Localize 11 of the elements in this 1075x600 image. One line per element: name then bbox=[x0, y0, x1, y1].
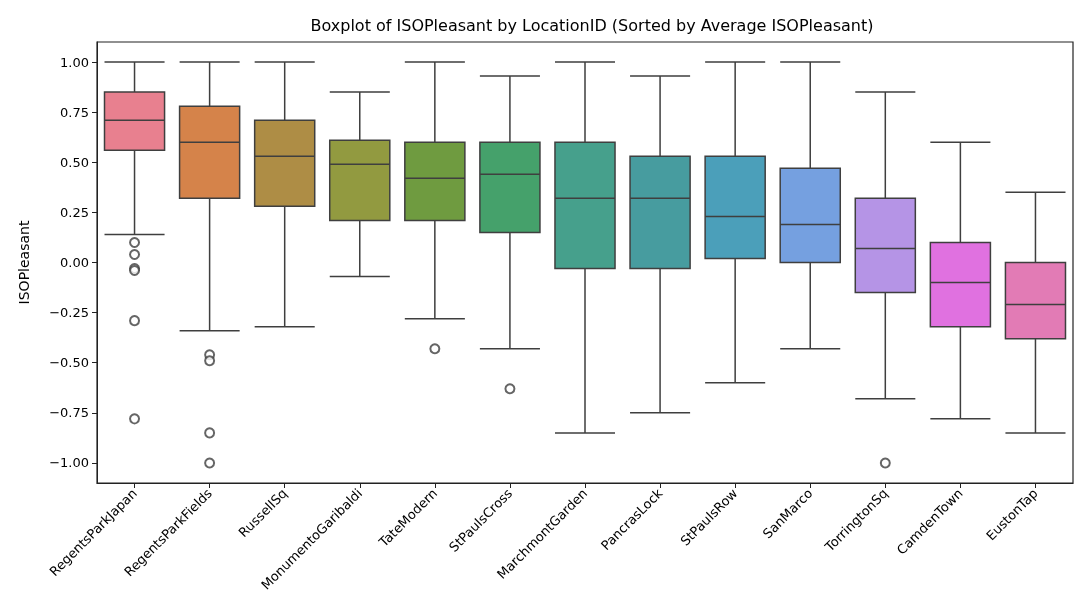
y-tick-label: 1.00 bbox=[60, 54, 89, 70]
chart-title: Boxplot of ISOPleasant by LocationID (Sorted by Average ISOPleasant) bbox=[310, 15, 874, 35]
y-axis-title: ISOPleasant bbox=[16, 220, 32, 305]
y-tick-label: −1.00 bbox=[49, 455, 89, 471]
y-tick-label: 0.00 bbox=[60, 255, 89, 270]
y-tick-label: 0.75 bbox=[60, 104, 89, 120]
y-tick-label: −0.50 bbox=[49, 355, 89, 371]
y-tick-label: 0.50 bbox=[60, 154, 89, 170]
y-tick-label: −0.25 bbox=[49, 305, 89, 321]
y-tick-label: 0.25 bbox=[60, 204, 89, 220]
y-tick-label: −0.75 bbox=[49, 405, 89, 421]
